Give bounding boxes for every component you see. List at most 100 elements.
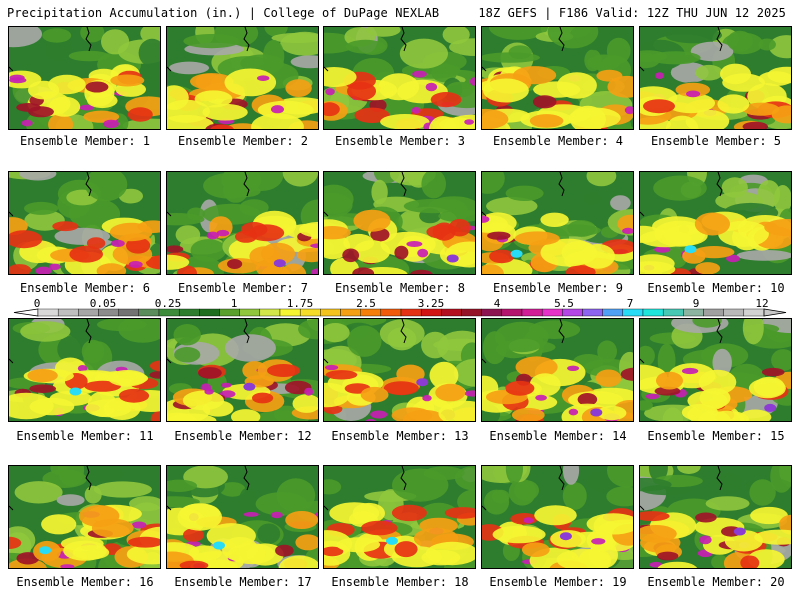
precip-field <box>482 27 633 129</box>
ensemble-member-label: Ensemble Member: 11 <box>16 429 154 443</box>
ensemble-member-label: Ensemble Member: 1 <box>19 134 151 148</box>
ensemble-member-label: Ensemble Member: 10 <box>647 281 785 295</box>
colorbar-swatch <box>98 308 119 317</box>
colorbar-tick-label: 3.25 <box>417 297 445 310</box>
precip-field <box>640 466 791 568</box>
ensemble-member-map <box>166 171 319 275</box>
colorbar-tick-label: 0 <box>33 297 41 310</box>
precip-field <box>640 27 791 129</box>
ensemble-member-label: Ensemble Member: 4 <box>492 134 624 148</box>
precip-field <box>324 27 475 129</box>
colorbar-swatch <box>642 308 664 317</box>
ensemble-member-map <box>639 318 792 422</box>
colorbar-swatch <box>138 308 160 317</box>
ensemble-member-map <box>481 171 634 275</box>
colorbar-swatch <box>622 308 644 317</box>
ensemble-member-label: Ensemble Member: 9 <box>492 281 624 295</box>
colorbar-tick-label: 5.5 <box>554 297 574 310</box>
ensemble-member-label: Ensemble Member: 19 <box>489 575 627 589</box>
precip-field <box>482 319 633 421</box>
colorbar-swatch <box>178 308 200 317</box>
ensemble-member-label: Ensemble Member: 6 <box>19 281 151 295</box>
colorbar-swatch <box>239 308 261 317</box>
colorbar-swatch <box>420 308 442 317</box>
ensemble-member-map <box>481 26 634 130</box>
colorbar-swatch <box>582 308 603 317</box>
ensemble-member-map <box>166 26 319 130</box>
ensemble-member-label: Ensemble Member: 18 <box>331 575 469 589</box>
precip-field <box>167 172 318 274</box>
ensemble-member-label: Ensemble Member: 15 <box>647 429 785 443</box>
precip-field <box>167 466 318 568</box>
colorbar-tick-label: 2.5 <box>356 297 376 310</box>
colorbar-tick-label: 9 <box>692 297 700 310</box>
ensemble-member-map <box>323 465 476 569</box>
colorbar-tick-label: 1.75 <box>286 297 314 310</box>
ensemble-member-label: Ensemble Member: 3 <box>334 134 466 148</box>
colorbar-swatch <box>340 308 361 317</box>
precip-field <box>9 319 160 421</box>
colorbar-swatch <box>562 308 583 317</box>
precip-field <box>9 466 160 568</box>
precip-field <box>640 172 791 274</box>
precip-field <box>167 27 318 129</box>
colorbar-swatch <box>158 308 180 317</box>
precip-field <box>324 172 475 274</box>
colorbar-swatch <box>279 308 301 317</box>
precip-field <box>324 466 475 568</box>
ensemble-member-label: Ensemble Member: 16 <box>16 575 154 589</box>
colorbar-tick-label: 7 <box>626 297 634 310</box>
colorbar-swatch <box>320 308 341 317</box>
colorbar-tick-label: 0.05 <box>89 297 117 310</box>
precip-field <box>482 466 633 568</box>
precip-field <box>9 27 160 129</box>
ensemble-member-label: Ensemble Member: 13 <box>331 429 469 443</box>
colorbar-swatch <box>118 308 140 317</box>
colorbar-tick-label: 12 <box>755 297 769 310</box>
ensemble-member-map <box>166 318 319 422</box>
ensemble-member-label: Ensemble Member: 14 <box>489 429 627 443</box>
colorbar-swatch <box>360 308 382 317</box>
colorbar-swatch <box>441 308 462 317</box>
precip-field <box>9 172 160 274</box>
colorbar-swatch <box>57 308 79 317</box>
ensemble-member-map <box>166 465 319 569</box>
ensemble-member-label: Ensemble Member: 5 <box>650 134 782 148</box>
colorbar-swatch <box>400 308 422 317</box>
colorbar-swatch <box>703 308 724 317</box>
colorbar-swatch <box>481 308 503 317</box>
colorbar-swatch <box>299 308 321 317</box>
colorbar-swatch <box>37 308 59 317</box>
header-title: Precipitation Accumulation (in.) | Colle… <box>7 6 440 20</box>
ensemble-member-label: Ensemble Member: 7 <box>177 281 309 295</box>
ensemble-member-map <box>8 26 161 130</box>
ensemble-member-map <box>639 26 792 130</box>
ensemble-member-map <box>639 171 792 275</box>
ensemble-member-map <box>323 171 476 275</box>
colorbar-swatch <box>743 308 765 317</box>
colorbar-left-arrow <box>13 308 39 317</box>
precip-colorbar <box>13 308 787 317</box>
ensemble-member-map <box>639 465 792 569</box>
colorbar-swatch <box>541 308 563 317</box>
colorbar-swatch <box>501 308 523 317</box>
ensemble-member-map <box>8 318 161 422</box>
colorbar-swatch <box>219 308 240 317</box>
colorbar-swatch <box>662 308 684 317</box>
ensemble-member-map <box>8 465 161 569</box>
precip-field <box>640 319 791 421</box>
precip-field <box>167 319 318 421</box>
colorbar-swatch <box>380 308 402 317</box>
colorbar-tick-label: 4 <box>493 297 501 310</box>
ensemble-member-map <box>481 465 634 569</box>
ensemble-member-label: Ensemble Member: 8 <box>334 281 466 295</box>
precip-field <box>324 319 475 421</box>
ensemble-member-map <box>323 26 476 130</box>
precip-field <box>482 172 633 274</box>
colorbar-swatch <box>461 308 482 317</box>
colorbar-swatch <box>259 308 281 317</box>
colorbar-swatch <box>78 308 99 317</box>
colorbar-right-arrow <box>763 308 787 317</box>
ensemble-member-label: Ensemble Member: 12 <box>174 429 312 443</box>
